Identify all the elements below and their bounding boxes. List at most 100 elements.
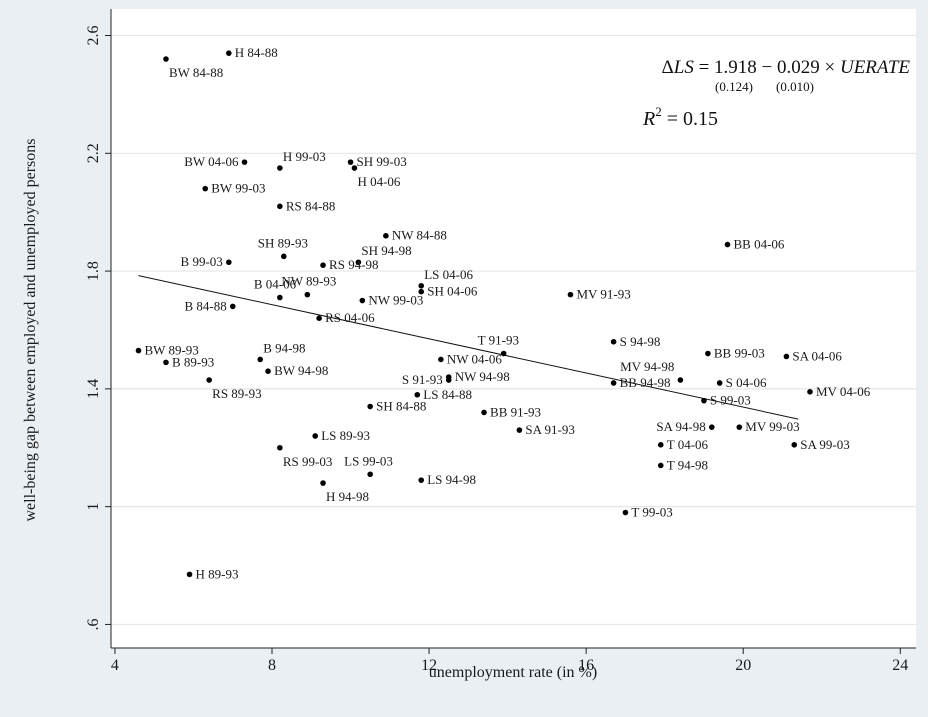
point-label: SH 99-03 [357, 154, 407, 169]
point-label: S 94-98 [620, 334, 661, 349]
point-label: NW 89-93 [281, 274, 336, 289]
r2-symbol: R [642, 108, 655, 130]
x-tick-label: 4 [111, 657, 119, 674]
data-point [418, 288, 425, 295]
point-label: BB 99-03 [714, 346, 765, 361]
data-point [657, 442, 664, 448]
x-axis-label: unemployment rate (in %) [429, 664, 597, 681]
regression-equation: ΔLS = 1.918 − 0.029 × UERATE [662, 57, 911, 78]
data-point [351, 165, 358, 171]
data-point [716, 380, 723, 386]
data-point [347, 159, 354, 165]
point-label: T 91-93 [478, 333, 519, 348]
point-label: B 04-06 [254, 277, 297, 292]
equation-lhs: LS [673, 57, 695, 78]
point-label: MV 04-06 [816, 384, 871, 399]
axes: .6 1 1.4 1.8 2.2 2.6 4 8 12 16 20 24 [85, 9, 916, 674]
point-label: BB 04-06 [734, 237, 785, 252]
point-label: H 94-98 [326, 489, 369, 504]
data-point [418, 283, 425, 289]
point-label: B 94-98 [263, 340, 305, 355]
point-label: SH 94-98 [361, 243, 411, 258]
data-point [622, 509, 629, 516]
data-point [304, 291, 311, 298]
gridlines [111, 34, 916, 626]
point-label: RS 04-06 [325, 310, 375, 325]
data-point [226, 50, 232, 56]
data-point [163, 359, 169, 366]
data-point [367, 403, 373, 410]
data-point [202, 185, 209, 192]
point-label: LS 89-93 [321, 428, 370, 443]
data-point [791, 442, 798, 448]
data-point [355, 259, 362, 266]
r2-exponent: 2 [655, 104, 662, 119]
se-slope: (0.010) [776, 79, 814, 94]
data-point [277, 294, 283, 301]
point-label: BW 84-88 [169, 65, 223, 80]
y-tick-label: 1.8 [85, 261, 102, 281]
data-point [657, 462, 664, 469]
data-point [312, 433, 318, 439]
data-point [677, 377, 684, 383]
data-point [438, 356, 444, 363]
point-label: B 99-03 [181, 254, 223, 269]
point-label: H 89-93 [196, 566, 239, 581]
point-label: NW 84-88 [392, 228, 447, 243]
x-tick-label: 12 [421, 657, 437, 674]
point-label: MV 91-93 [576, 287, 630, 302]
point-label: LS 99-03 [344, 453, 393, 468]
data-point [257, 356, 264, 363]
point-label: NW 94-98 [455, 369, 510, 384]
data-point [724, 241, 731, 248]
data-point [705, 350, 711, 357]
point-label: SA 04-06 [792, 348, 842, 363]
point-label: RS 99-03 [283, 454, 332, 469]
y-tick-label: 2.6 [85, 26, 102, 46]
data-point [229, 303, 236, 310]
point-label: BB 94-98 [620, 375, 671, 390]
point-label: MV 94-98 [620, 359, 674, 374]
point-label: BW 89-93 [144, 343, 198, 358]
regression-line [138, 275, 799, 420]
data-point [783, 353, 790, 360]
data-point [277, 165, 283, 171]
data-point [277, 203, 283, 210]
data-point [701, 397, 707, 404]
point-label: T 99-03 [631, 505, 672, 520]
point-label: T 94-98 [667, 457, 708, 472]
point-label: BB 91-93 [490, 404, 541, 419]
plot-area [111, 9, 916, 648]
y-tick-label: 1.4 [85, 379, 102, 399]
equation-coefficients: = 1.918 − 0.029 × [694, 57, 840, 78]
data-point [414, 391, 421, 398]
point-label: NW 04-06 [447, 351, 503, 366]
point-label: SH 89-93 [258, 235, 308, 250]
point-label: S 04-06 [726, 375, 767, 390]
data-point [736, 424, 743, 430]
data-point [418, 477, 425, 483]
x-tick-label: 16 [578, 657, 594, 674]
data-point [567, 291, 574, 298]
point-label: LS 04-06 [424, 267, 473, 282]
data-point [610, 380, 617, 386]
equation-variable: UERATE [840, 57, 910, 78]
fit-line [138, 275, 799, 420]
data-point [445, 377, 452, 383]
point-label: RS 94-98 [329, 257, 378, 272]
se-intercept: (0.124) [715, 79, 753, 94]
x-tick-label: 8 [268, 657, 276, 674]
data-point [320, 262, 326, 268]
equation-delta: Δ [662, 57, 674, 78]
data-point [163, 56, 169, 62]
point-label: B 84-88 [184, 298, 226, 313]
data-point [367, 471, 373, 478]
point-label: SH 04-06 [427, 284, 478, 299]
data-point [359, 297, 366, 304]
point-label: H 04-06 [357, 174, 400, 189]
x-tick-label: 24 [892, 657, 908, 674]
r2-value: = 0.15 [662, 108, 718, 130]
point-label: RS 84-88 [286, 198, 335, 213]
data-point [481, 409, 487, 416]
